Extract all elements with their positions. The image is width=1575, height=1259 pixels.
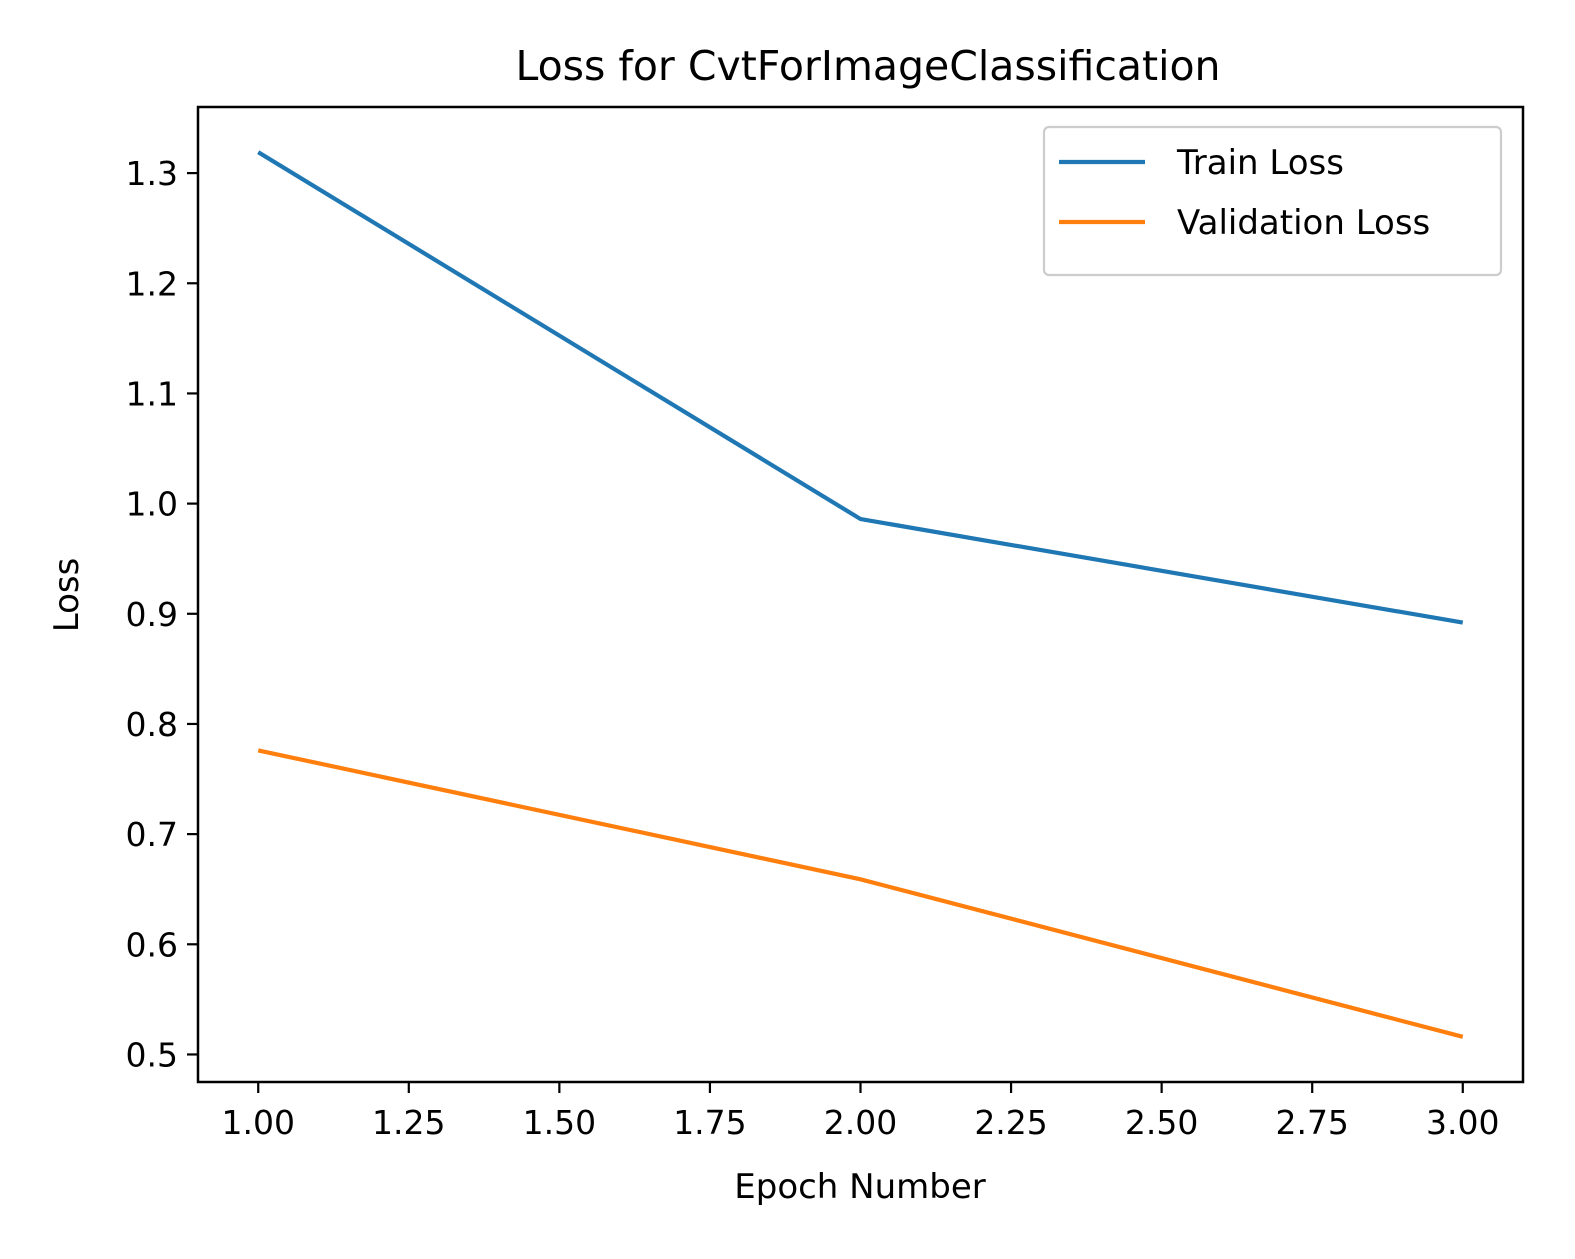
y-tick-label: 0.5 xyxy=(126,1035,178,1074)
x-tick-label: 2.00 xyxy=(824,1103,897,1142)
x-tick-label: 2.50 xyxy=(1125,1103,1198,1142)
x-tick-label: 1.00 xyxy=(221,1103,294,1142)
x-tick-label: 1.75 xyxy=(673,1103,746,1142)
legend-box xyxy=(1042,125,1503,277)
legend-label: Train Loss xyxy=(1176,143,1344,183)
y-tick-label: 1.2 xyxy=(126,264,178,303)
chart-title: Loss for CvtForImageClassification xyxy=(515,42,1220,90)
y-tick-label: 1.1 xyxy=(126,374,178,413)
y-tick-label: 0.9 xyxy=(126,595,178,634)
series-layer xyxy=(257,150,1464,1039)
y-axis: 0.5 0.6 0.7 0.8 0.9 1.0 1.1 1.2 1.3 xyxy=(126,154,198,1074)
legend: Train Loss Validation Loss xyxy=(1042,125,1503,277)
x-tick-label: 1.25 xyxy=(372,1103,445,1142)
x-axis-title: Epoch Number xyxy=(734,1167,986,1207)
y-tick-label: 0.6 xyxy=(126,925,178,964)
y-tick-label: 1.3 xyxy=(126,154,178,193)
x-tick-label: 2.25 xyxy=(974,1103,1047,1142)
y-tick-label: 0.8 xyxy=(126,705,178,744)
y-tick-label: 1.0 xyxy=(126,485,178,524)
validation-loss-line xyxy=(257,748,1464,1039)
x-tick-label: 1.50 xyxy=(523,1103,596,1142)
x-axis: 1.00 1.25 1.50 1.75 2.00 2.25 2.50 2.75 3.00 xyxy=(221,1082,1500,1142)
x-tick-label: 3.00 xyxy=(1426,1103,1499,1142)
legend-label: Validation Loss xyxy=(1177,203,1430,243)
train-loss-line xyxy=(257,150,1464,625)
y-tick-label: 0.7 xyxy=(126,815,178,854)
y-axis-title: Loss xyxy=(47,558,87,633)
x-tick-label: 2.75 xyxy=(1275,1103,1348,1142)
